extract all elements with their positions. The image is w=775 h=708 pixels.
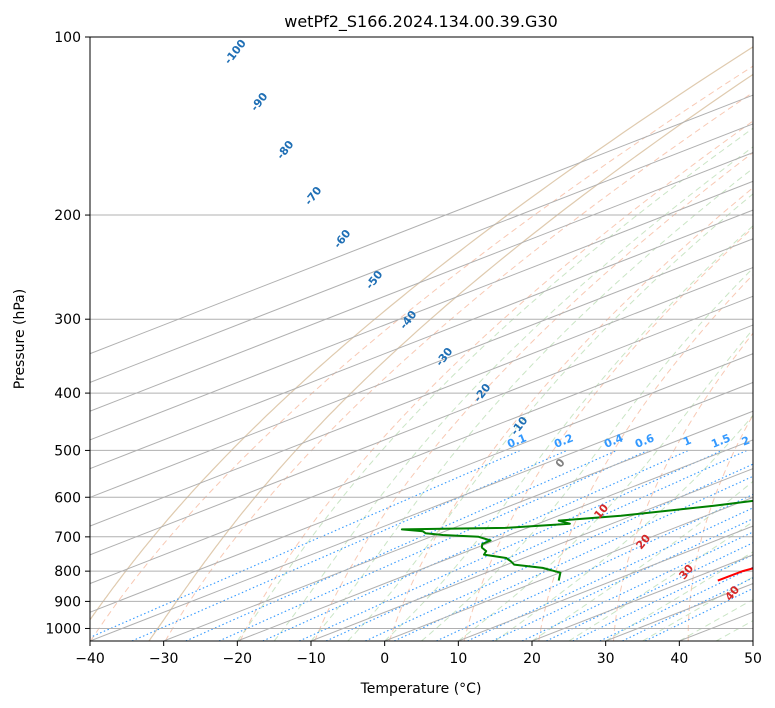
x-tick-label: 50	[744, 651, 762, 667]
y-tick-label: 200	[54, 208, 81, 224]
moist-adiabat	[715, 620, 753, 641]
mixing-ratio-label: 0.2	[552, 431, 575, 450]
isotherm	[90, 123, 753, 383]
reference-curve	[148, 73, 753, 641]
x-tick-label: 30	[597, 651, 615, 667]
mixing-ratio-label: 1.5	[709, 431, 732, 450]
dry-adiabat	[761, 37, 775, 641]
moist-adiabat	[494, 414, 753, 641]
isotherm	[752, 640, 753, 641]
isotherm	[90, 353, 753, 613]
dry-adiabat	[538, 274, 753, 641]
reference-curve	[90, 46, 753, 621]
x-tick-label: −40	[75, 651, 105, 667]
y-axis-title: Pressure (hPa)	[12, 289, 28, 389]
mixing-ratio-line	[298, 449, 723, 641]
isotherm	[90, 381, 753, 641]
isotherm	[163, 410, 753, 641]
y-tick-label: 500	[54, 443, 81, 459]
isotherm	[90, 94, 753, 355]
y-tick-label: 900	[54, 594, 81, 610]
dry-adiabat-label: -70	[302, 184, 325, 208]
mixing-ratio-label: 1	[681, 434, 693, 449]
isotherm	[310, 468, 753, 641]
moist-adiabat	[679, 598, 753, 641]
isotherm	[90, 209, 753, 470]
y-tick-label: 100	[54, 30, 81, 46]
isotherm	[458, 525, 753, 641]
mixing-ratio-line	[599, 566, 753, 641]
moist-adiabat	[236, 127, 753, 641]
dry-adiabat-label: -40	[397, 308, 420, 332]
y-tick-label: 700	[54, 530, 81, 546]
x-tick-label: −20	[223, 651, 253, 667]
isotherm	[237, 439, 753, 641]
x-tick-label: 40	[670, 651, 688, 667]
isotherm	[90, 266, 753, 527]
dry-adiabat-label: -100	[222, 37, 249, 67]
moist-adiabat	[531, 480, 753, 641]
mixing-ratio-label: 2	[740, 434, 752, 449]
isotherm	[90, 152, 753, 412]
mixing-ratio-line	[262, 449, 689, 641]
mixing-ratio-label: 0.6	[633, 431, 656, 450]
mixing-ratio-line	[644, 587, 753, 641]
dry-adiabat	[239, 120, 753, 641]
dry-adiabat-label: -60	[331, 227, 354, 251]
mixing-ratio-line	[90, 449, 521, 639]
moist-adiabat	[421, 267, 753, 641]
dewpoint-profile-line	[400, 499, 753, 581]
dry-adiabat	[463, 227, 753, 641]
moist-adiabat	[642, 576, 753, 641]
isotherm	[679, 611, 753, 641]
x-tick-label: 0	[380, 651, 389, 667]
x-axis-title: Temperature (°C)	[360, 681, 482, 697]
mixing-ratio-line	[325, 449, 748, 641]
mixing-ratio-label: 0.4	[602, 431, 625, 450]
moist-adiabat	[605, 551, 753, 641]
y-tick-label: 400	[54, 386, 81, 402]
mixing-ratio-line	[467, 507, 753, 641]
moist-adiabat	[347, 193, 753, 641]
x-tick-label: −10	[296, 651, 326, 667]
dry-adiabat	[613, 332, 753, 641]
mixing-ratio-line	[572, 554, 753, 641]
x-tick-label: −30	[149, 651, 179, 667]
chart-title: wetPf2_S166.2024.134.00.39.G30	[284, 12, 558, 32]
isotherm	[90, 324, 753, 585]
y-tick-label: 300	[54, 312, 81, 328]
moist-adiabat-label: 20	[633, 532, 653, 552]
x-tick-label: 10	[449, 651, 467, 667]
isotherm	[384, 496, 753, 641]
moist-adiabat-label: 30	[676, 562, 696, 582]
plot-frame	[89, 36, 754, 642]
y-tick-label: 800	[54, 564, 81, 580]
temperature-profile-line	[717, 567, 753, 582]
mixing-ratio-label: 0.1	[505, 431, 528, 450]
moist-adiabat	[384, 225, 753, 641]
mixing-ratio-line	[131, 449, 568, 641]
mixing-ratio-line	[365, 463, 753, 641]
isotherm	[90, 180, 753, 441]
isotherm	[90, 238, 753, 498]
moist-adiabat	[273, 146, 753, 641]
mixing-ratio-line	[436, 493, 753, 641]
dry-adiabat	[314, 151, 753, 641]
x-tick-label: 20	[523, 651, 541, 667]
dry-adiabat-label: -90	[248, 90, 271, 114]
dry-adiabat-label: -50	[363, 268, 386, 292]
dry-adiabat	[388, 187, 753, 641]
isotherm	[90, 295, 753, 556]
mixing-ratio-line	[393, 475, 753, 641]
y-tick-label: 600	[54, 490, 81, 506]
dry-adiabat-label: -30	[433, 345, 456, 369]
mixing-ratio-line	[546, 542, 753, 641]
dry-adiabat	[90, 65, 753, 641]
dry-adiabat-label: -80	[274, 138, 297, 162]
y-tick-label: 1000	[45, 621, 81, 637]
mixing-ratio-line	[185, 449, 618, 641]
dry-adiabat	[687, 413, 753, 641]
moist-adiabat-label: 40	[722, 583, 742, 603]
